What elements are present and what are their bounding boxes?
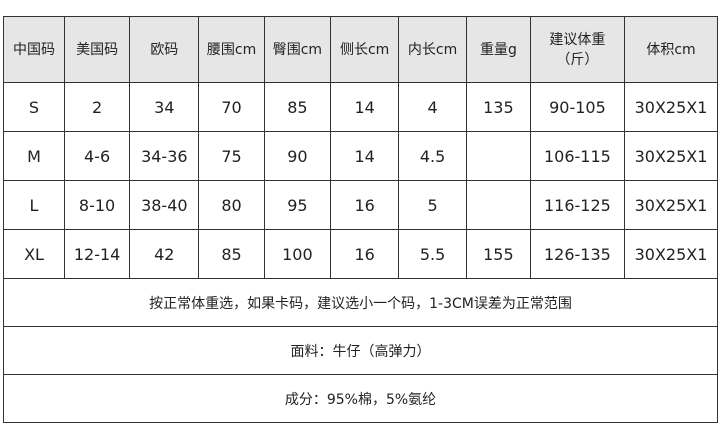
table-cell: 16 xyxy=(330,229,400,279)
table-cell: 30X25X1 xyxy=(624,180,718,230)
table-cell: 16 xyxy=(330,180,400,230)
header-cell: 内长cm xyxy=(398,16,468,83)
table-cell: 90 xyxy=(263,131,332,181)
header-cell: 中国码 xyxy=(3,16,65,83)
note-row: 成分：95%棉，5%氨纶 xyxy=(3,374,718,423)
table-cell: 80 xyxy=(198,180,265,230)
table-cell: L xyxy=(3,180,65,230)
header-cell: 臀围cm xyxy=(263,16,332,83)
table-cell: 5.5 xyxy=(398,229,468,279)
header-cell: 欧码 xyxy=(129,16,200,83)
table-cell: 4-6 xyxy=(63,131,131,181)
table-cell: 75 xyxy=(198,131,265,181)
table-cell: 126-135 xyxy=(529,229,626,279)
table-cell: 135 xyxy=(466,82,531,132)
table-cell: 12-14 xyxy=(63,229,131,279)
table-row: XL 12-14 42 85 100 16 5.5 155 126-135 30X25X1 xyxy=(3,229,718,279)
table-row: M 4-6 34-36 75 90 14 4.5 106-115 30X25X1 xyxy=(3,131,718,181)
table-cell: 4 xyxy=(398,82,468,132)
header-text: 建议体重 xyxy=(549,31,606,48)
table-cell: 5 xyxy=(398,180,468,230)
note-row: 按正常体重选，如果卡码，建议选小一个码，1-3CM误差为正常范围 xyxy=(3,278,718,327)
table-cell: 8-10 xyxy=(63,180,131,230)
table-cell: 155 xyxy=(466,229,531,279)
table-cell: 42 xyxy=(129,229,200,279)
header-cell: 腰围cm xyxy=(198,16,265,83)
table-cell: 30X25X1 xyxy=(624,82,718,132)
table-cell: 30X25X1 xyxy=(624,229,718,279)
table-cell: 100 xyxy=(263,229,332,279)
table-cell: 14 xyxy=(330,131,400,181)
table-cell: 4.5 xyxy=(398,131,468,181)
table-cell: 34 xyxy=(129,82,200,132)
table-row: S 2 34 70 85 14 4 135 90-105 30X25X1 xyxy=(3,82,718,132)
header-subtext: （斤） xyxy=(556,51,599,68)
table-cell: 95 xyxy=(263,180,332,230)
table-cell: M xyxy=(3,131,65,181)
table-cell: 38-40 xyxy=(129,180,200,230)
table-cell: S xyxy=(3,82,65,132)
table-cell: 30X25X1 xyxy=(624,131,718,181)
header-row: 中国码 美国码 欧码 腰围cm 臀围cm 侧长cm 内长cm 重量g 建议体重 （… xyxy=(3,16,718,83)
header-cell: 建议体重 （斤） xyxy=(529,16,626,83)
header-cell: 体积cm xyxy=(624,16,718,83)
table-cell: 85 xyxy=(198,229,265,279)
fit-note: 按正常体重选，如果卡码，建议选小一个码，1-3CM误差为正常范围 xyxy=(3,278,718,327)
composition-note: 成分：95%棉，5%氨纶 xyxy=(3,374,718,423)
header-cell: 美国码 xyxy=(63,16,131,83)
size-chart-table: 中国码 美国码 欧码 腰围cm 臀围cm 侧长cm 内长cm 重量g 建议体重 （… xyxy=(3,16,718,423)
table-cell: XL xyxy=(3,229,65,279)
table-cell: 2 xyxy=(63,82,131,132)
table-row: L 8-10 38-40 80 95 16 5 116-125 30X25X1 xyxy=(3,180,718,230)
table-cell: 85 xyxy=(263,82,332,132)
table-cell: 34-36 xyxy=(129,131,200,181)
table-cell xyxy=(466,131,531,181)
table-cell xyxy=(466,180,531,230)
header-cell: 重量g xyxy=(466,16,531,83)
table-cell: 116-125 xyxy=(529,180,626,230)
table-cell: 90-105 xyxy=(529,82,626,132)
table-cell: 70 xyxy=(198,82,265,132)
table-cell: 106-115 xyxy=(529,131,626,181)
note-row: 面料：牛仔（高弹力） xyxy=(3,326,718,375)
fabric-note: 面料：牛仔（高弹力） xyxy=(3,326,718,375)
header-cell: 侧长cm xyxy=(330,16,400,83)
table-cell: 14 xyxy=(330,82,400,132)
